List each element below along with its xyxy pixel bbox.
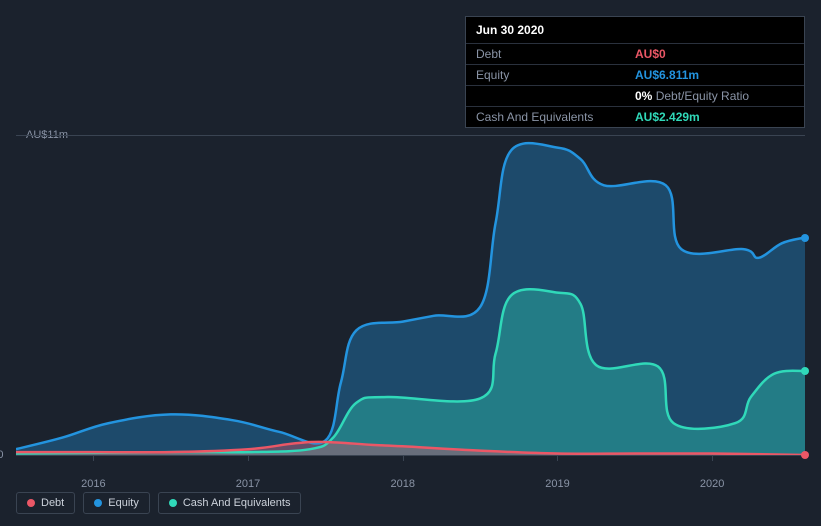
tooltip-label: Debt — [476, 47, 635, 61]
series-end-dot-cash — [801, 367, 809, 375]
x-tick-label: 2020 — [700, 478, 724, 490]
tooltip-value: AU$2.429m — [635, 110, 794, 124]
tooltip-label: Equity — [476, 68, 635, 82]
chart-legend: Debt Equity Cash And Equivalents — [16, 492, 301, 514]
plot-area[interactable]: AU$0 — [16, 135, 805, 456]
tooltip-row: DebtAU$0 — [466, 43, 804, 64]
x-tick — [93, 455, 94, 461]
x-tick-label: 2016 — [81, 478, 105, 490]
chart-tooltip: Jun 30 2020 DebtAU$0EquityAU$6.811m0% De… — [465, 16, 805, 128]
tooltip-value: AU$0 — [635, 47, 794, 61]
tooltip-label — [476, 89, 635, 103]
tooltip-date: Jun 30 2020 — [466, 17, 804, 43]
x-tick — [712, 455, 713, 461]
tooltip-value: AU$6.811m — [635, 68, 794, 82]
legend-dot-icon — [169, 499, 177, 507]
y-axis-bottom-label: AU$0 — [0, 449, 4, 461]
legend-item-debt[interactable]: Debt — [16, 492, 75, 514]
legend-item-cash[interactable]: Cash And Equivalents — [158, 492, 302, 514]
x-tick-label: 2018 — [391, 478, 415, 490]
legend-label: Equity — [108, 497, 139, 509]
legend-dot-icon — [27, 499, 35, 507]
legend-label: Debt — [41, 497, 64, 509]
tooltip-row: EquityAU$6.811m — [466, 64, 804, 85]
chart-svg — [16, 136, 805, 455]
x-tick-label: 2019 — [545, 478, 569, 490]
x-tick — [403, 455, 404, 461]
tooltip-row: Cash And EquivalentsAU$2.429m — [466, 106, 804, 127]
legend-dot-icon — [94, 499, 102, 507]
tooltip-label: Cash And Equivalents — [476, 110, 635, 124]
x-tick — [557, 455, 558, 461]
legend-label: Cash And Equivalents — [183, 497, 291, 509]
tooltip-row: 0% Debt/Equity Ratio — [466, 85, 804, 106]
tooltip-ratio: 0% Debt/Equity Ratio — [635, 89, 794, 103]
x-tick-label: 2017 — [236, 478, 260, 490]
series-end-dot-debt — [801, 451, 809, 459]
chart-container: AU$11m AU$0 20162017201820192020 — [16, 120, 805, 476]
x-tick — [248, 455, 249, 461]
legend-item-equity[interactable]: Equity — [83, 492, 150, 514]
series-end-dot-equity — [801, 234, 809, 242]
